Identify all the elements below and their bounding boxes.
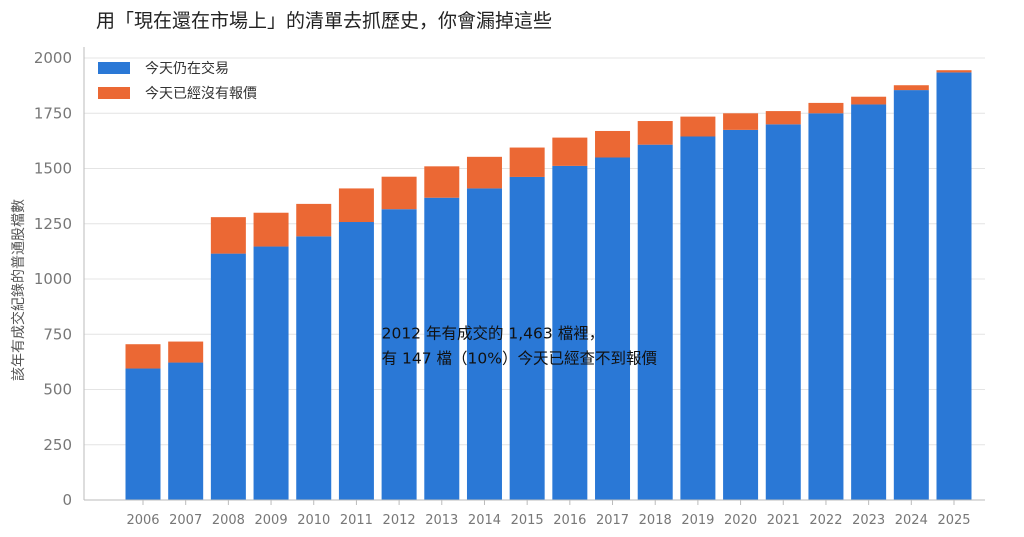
x-tick-label: 2021 [767, 513, 800, 528]
bar-delisted-2014 [466, 156, 502, 189]
bar-active-2019 [680, 136, 716, 500]
bar-active-2025 [936, 72, 972, 500]
x-tick-label: 2018 [639, 513, 672, 528]
bar-active-2010 [296, 236, 332, 500]
x-tick-label: 2015 [511, 513, 544, 528]
y-tick-labels: 0 250 500 750 1000 1250 1500 1750 2000 [34, 49, 72, 509]
bar-active-2017 [595, 157, 631, 501]
y-tick-label: 250 [43, 436, 72, 454]
bar-active-2014 [466, 188, 502, 501]
bar-delisted-2010 [296, 203, 332, 237]
bar-delisted-2013 [424, 166, 460, 198]
bar-active-2006 [125, 368, 161, 500]
y-tick-label: 1250 [34, 215, 72, 233]
x-tick-label: 2008 [212, 513, 245, 528]
bar-delisted-2018 [637, 121, 673, 145]
x-tick-label: 2014 [468, 513, 501, 528]
y-tick-label: 1000 [34, 270, 72, 288]
bar-delisted-2020 [723, 113, 759, 130]
y-tick-label: 0 [62, 491, 72, 509]
x-tick-label: 2022 [809, 513, 842, 528]
bar-delisted-2016 [552, 137, 588, 166]
bar-delisted-2017 [595, 130, 631, 158]
legend-label: 今天仍在交易 [145, 60, 229, 77]
x-tick-label: 2025 [937, 513, 970, 528]
x-tick-label: 2023 [852, 513, 885, 528]
bar-delisted-2023 [851, 96, 887, 105]
bar-active-2024 [893, 90, 929, 500]
y-tick-label: 500 [43, 381, 72, 399]
bar-delisted-2015 [509, 147, 545, 177]
bar-active-2021 [765, 124, 801, 500]
y-tick-label: 1750 [34, 104, 72, 122]
bar-active-2022 [808, 113, 844, 500]
bar-active-2020 [723, 129, 759, 501]
annotation-line: 2012 年有成交的 1,463 檔裡， [382, 324, 605, 342]
bar-active-2011 [338, 222, 374, 500]
bar-delisted-2006 [125, 344, 161, 369]
annotation: 2012 年有成交的 1,463 檔裡， 有 147 檔（10%）今天已經查不到報… [382, 324, 658, 367]
bar-delisted-2024 [893, 85, 929, 91]
x-tick-label: 2007 [169, 513, 202, 528]
legend-swatch [98, 62, 130, 74]
bar-active-2009 [253, 246, 289, 500]
bar-delisted-2025 [936, 70, 972, 73]
bar-active-2018 [637, 144, 673, 501]
x-tick-label: 2011 [340, 513, 373, 528]
x-tick-labels: 2006 2007 2008 2009 2010 2011 2012 2013 2014 2015… [126, 500, 971, 528]
x-tick-label: 2012 [383, 513, 416, 528]
bar-active-2008 [210, 253, 246, 500]
bar-delisted-2019 [680, 116, 716, 137]
bars [125, 70, 972, 501]
axes [83, 47, 985, 501]
x-tick-label: 2017 [596, 513, 629, 528]
bar-active-2012 [381, 209, 417, 500]
bar-active-2013 [424, 197, 460, 500]
x-tick-label: 2016 [553, 513, 586, 528]
x-tick-label: 2010 [297, 513, 330, 528]
x-tick-label: 2024 [895, 513, 928, 528]
chart-title: 用「現在還在市場上」的清單去抓歷史，你會漏掉這些 [96, 10, 553, 32]
x-tick-label: 2009 [255, 513, 288, 528]
x-tick-label: 2006 [126, 513, 159, 528]
bar-delisted-2008 [210, 217, 246, 254]
bar-active-2007 [168, 362, 204, 500]
bar-active-2016 [552, 165, 588, 500]
bar-delisted-2007 [168, 341, 204, 363]
y-tick-label: 750 [43, 325, 72, 343]
x-tick-label: 2013 [425, 513, 458, 528]
bar-active-2015 [509, 176, 545, 500]
x-tick-label: 2020 [724, 513, 757, 528]
y-tick-label: 1500 [34, 160, 72, 178]
bar-delisted-2011 [338, 188, 374, 223]
bar-active-2023 [851, 104, 887, 500]
x-tick-label: 2019 [681, 513, 714, 528]
bar-delisted-2022 [808, 102, 844, 114]
legend-label: 今天已經沒有報價 [145, 85, 257, 102]
annotation-line: 有 147 檔（10%）今天已經查不到報價 [382, 349, 658, 367]
bar-delisted-2012 [381, 176, 417, 210]
y-tick-label: 2000 [34, 49, 72, 67]
bar-delisted-2009 [253, 212, 289, 247]
bar-delisted-2021 [765, 111, 801, 125]
legend-swatch [98, 87, 130, 99]
